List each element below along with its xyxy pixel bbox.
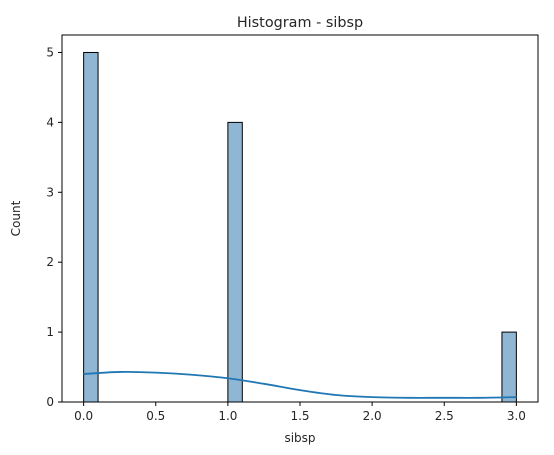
y-tick-label: 4: [46, 115, 54, 129]
x-axis-label: sibsp: [284, 431, 315, 445]
x-tick-label: 2.0: [363, 409, 382, 423]
bars-group: [83, 51, 517, 403]
y-tick-label: 5: [46, 45, 54, 59]
x-tick-label: 3.0: [507, 409, 526, 423]
x-tick-label: 1.0: [218, 409, 237, 423]
x-tick-label: 0.0: [74, 409, 93, 423]
x-tick-label: 1.5: [290, 409, 309, 423]
kde-curve: [83, 370, 517, 399]
histogram-bar: [501, 331, 517, 403]
y-tick-label: 2: [46, 255, 54, 269]
histogram-bar: [83, 51, 99, 403]
y-axis-ticks: 0 1 2 3 4 5: [46, 45, 62, 409]
y-tick-label: 0: [46, 395, 54, 409]
axes-frame: [61, 34, 539, 403]
chart-title: Histogram - sibsp: [237, 15, 363, 31]
y-tick-label: 3: [46, 185, 54, 199]
x-axis-ticks: 0.0 0.5 1.0 1.5 2.0 2.5 3.0: [74, 402, 526, 423]
y-axis-label: Count: [9, 200, 23, 236]
histogram-bar: [227, 121, 243, 403]
x-tick-label: 0.5: [146, 409, 165, 423]
x-tick-label: 2.5: [435, 409, 454, 423]
y-tick-label: 1: [46, 325, 54, 339]
